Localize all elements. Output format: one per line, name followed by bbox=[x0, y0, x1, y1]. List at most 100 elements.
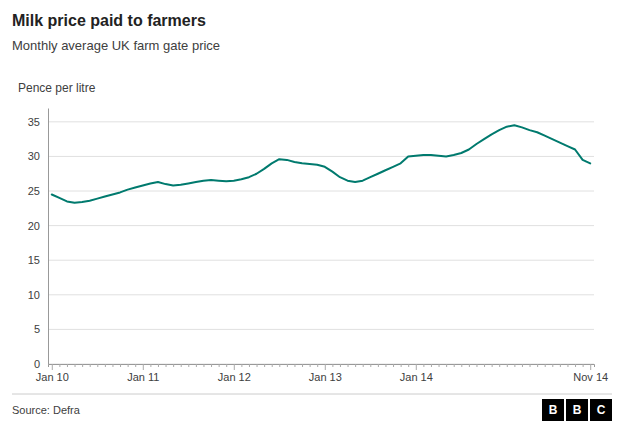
x-tick bbox=[575, 364, 576, 367]
x-tick-mark bbox=[294, 364, 295, 367]
x-tick-mark bbox=[560, 364, 561, 367]
x-tick bbox=[363, 364, 364, 367]
x-axis-line bbox=[49, 365, 595, 368]
x-tick bbox=[249, 364, 250, 367]
x-tick-label: Jan 13 bbox=[309, 371, 342, 383]
x-tick bbox=[75, 364, 76, 367]
x-tick bbox=[423, 364, 424, 367]
x-tick bbox=[507, 364, 508, 367]
x-tick-mark bbox=[173, 364, 174, 367]
x-tick bbox=[302, 364, 303, 367]
grid-line bbox=[48, 294, 594, 295]
y-tick: 0 bbox=[34, 358, 48, 370]
y-tick: 25 bbox=[28, 185, 48, 197]
x-tick bbox=[173, 364, 174, 367]
x-tick bbox=[370, 364, 371, 367]
x-tick-mark bbox=[492, 364, 493, 367]
x-tick-label: Jan 14 bbox=[400, 371, 433, 383]
x-tick-mark bbox=[355, 364, 356, 367]
x-tick bbox=[332, 364, 333, 367]
x-tick bbox=[196, 364, 197, 367]
x-tick-mark bbox=[59, 364, 60, 367]
x-tick-mark bbox=[264, 364, 265, 367]
x-tick-mark bbox=[530, 364, 531, 367]
x-tick-mark bbox=[522, 364, 523, 367]
x-tick bbox=[340, 364, 341, 367]
x-tick-mark bbox=[249, 364, 250, 367]
y-tick-label: 35 bbox=[28, 116, 40, 128]
x-tick-mark bbox=[332, 364, 333, 367]
x-tick-mark bbox=[416, 364, 417, 370]
x-tick bbox=[393, 364, 394, 367]
x-tick-mark bbox=[272, 364, 273, 367]
x-tick bbox=[112, 364, 113, 367]
x-tick bbox=[537, 364, 538, 367]
x-tick bbox=[560, 364, 561, 367]
x-tick-label: Nov 14 bbox=[573, 371, 608, 383]
x-tick bbox=[469, 364, 470, 367]
x-tick-mark bbox=[302, 364, 303, 367]
x-tick bbox=[97, 364, 98, 367]
x-tick: Jan 14 bbox=[400, 364, 433, 383]
x-tick bbox=[181, 364, 182, 367]
line bbox=[52, 125, 590, 202]
x-tick-mark bbox=[537, 364, 538, 367]
x-tick bbox=[583, 364, 584, 367]
x-tick bbox=[59, 364, 60, 367]
x-tick-mark bbox=[370, 364, 371, 367]
x-tick-mark bbox=[431, 364, 432, 367]
marks bbox=[52, 125, 590, 202]
y-tick: 35 bbox=[28, 116, 48, 128]
logo-letter: B bbox=[573, 403, 582, 417]
x-tick-mark bbox=[469, 364, 470, 367]
x-tick-mark bbox=[393, 364, 394, 367]
y-tick: 20 bbox=[28, 220, 48, 232]
x-tick-mark bbox=[181, 364, 182, 367]
grid bbox=[48, 122, 594, 364]
x-tick-mark bbox=[112, 364, 113, 367]
x-tick-mark bbox=[454, 364, 455, 367]
x-tick-mark bbox=[476, 364, 477, 367]
x-tick bbox=[567, 364, 568, 367]
x-tick bbox=[499, 364, 500, 367]
logo-box bbox=[566, 399, 588, 421]
x-tick-mark bbox=[552, 364, 553, 367]
x-tick-mark bbox=[234, 364, 235, 370]
x-tick bbox=[514, 364, 515, 367]
x-tick-label: Jan 11 bbox=[127, 371, 159, 383]
y-axis-line bbox=[48, 109, 49, 365]
x-tick-mark bbox=[567, 364, 568, 367]
x-tick bbox=[461, 364, 462, 367]
title: Milk price paid to farmers bbox=[12, 12, 206, 29]
x-tick bbox=[257, 364, 258, 367]
y-axis-label: Pence per litre bbox=[18, 81, 96, 95]
x-tick-mark bbox=[105, 364, 106, 367]
x-tick bbox=[219, 364, 220, 367]
x-tick bbox=[82, 364, 83, 367]
x-tick-mark bbox=[287, 364, 288, 367]
x-tick-mark bbox=[514, 364, 515, 367]
x-tick bbox=[120, 364, 121, 367]
x-tick bbox=[378, 364, 379, 367]
logo-box bbox=[590, 399, 612, 421]
x-tick-mark bbox=[150, 364, 151, 367]
y-tick-label: 15 bbox=[28, 254, 40, 266]
x-tick-mark bbox=[90, 364, 91, 367]
x-tick-mark bbox=[143, 364, 144, 370]
y-tick-label: 20 bbox=[28, 220, 40, 232]
x-tick-mark bbox=[378, 364, 379, 367]
x-tick-mark bbox=[340, 364, 341, 367]
x-tick bbox=[439, 364, 440, 367]
y-tick: 15 bbox=[28, 254, 48, 266]
x-tick: Jan 13 bbox=[309, 364, 342, 383]
x-tick bbox=[294, 364, 295, 367]
x-tick-mark bbox=[348, 364, 349, 367]
x-tick-mark bbox=[385, 364, 386, 367]
x-tick bbox=[446, 364, 447, 367]
x-tick-mark bbox=[439, 364, 440, 367]
x-tick-mark bbox=[188, 364, 189, 367]
y-tick-label: 10 bbox=[28, 289, 40, 301]
x-tick-mark bbox=[461, 364, 462, 367]
x-tick bbox=[348, 364, 349, 367]
x-tick-mark bbox=[363, 364, 364, 367]
